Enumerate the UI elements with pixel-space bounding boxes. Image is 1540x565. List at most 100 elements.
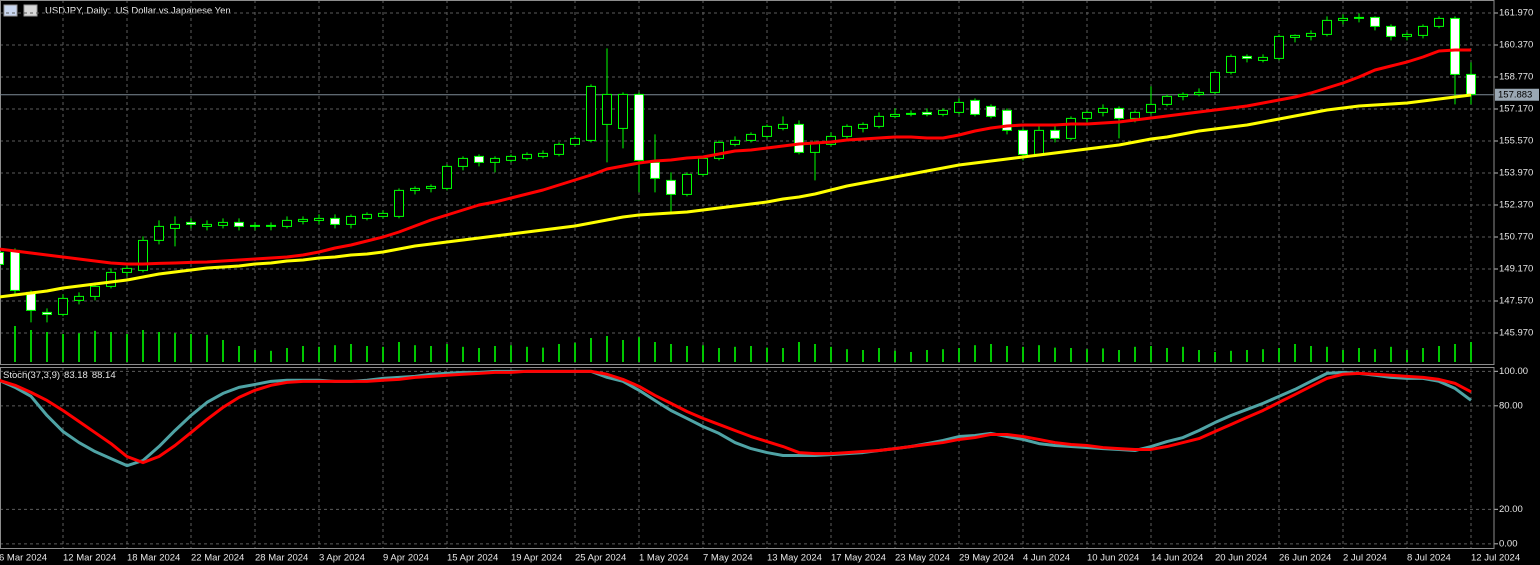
candle-body bbox=[538, 152, 548, 157]
y-tick-label: 158.770 bbox=[1499, 72, 1533, 83]
candle-body bbox=[1386, 25, 1396, 37]
candle-body bbox=[1162, 95, 1172, 105]
candle-body bbox=[330, 217, 340, 225]
candle-body bbox=[250, 224, 260, 227]
candle-body bbox=[490, 157, 500, 163]
candle-body bbox=[1130, 111, 1140, 119]
candle-body bbox=[506, 155, 516, 161]
candle-body bbox=[1114, 107, 1124, 119]
candle-body bbox=[362, 213, 372, 219]
candle-body bbox=[730, 139, 740, 145]
candle-body bbox=[0, 251, 4, 265]
x-tick-label: 14 Jun 2024 bbox=[1151, 553, 1203, 564]
indicator-label: Stoch(37,3,9) 83.18 88.14 bbox=[3, 370, 116, 381]
candle-body bbox=[794, 123, 804, 153]
candle-body bbox=[778, 123, 788, 129]
x-tick-label: 15 Apr 2024 bbox=[447, 553, 498, 564]
y-tick-label: 145.970 bbox=[1499, 328, 1533, 339]
candle-body bbox=[474, 155, 484, 163]
candle-body bbox=[346, 215, 356, 225]
panel-border bbox=[0, 0, 1495, 365]
y-tick-label: 20.00 bbox=[1499, 504, 1523, 515]
y-tick-label: 147.570 bbox=[1499, 296, 1533, 307]
x-tick-label: 4 Jun 2024 bbox=[1023, 553, 1070, 564]
candle-body bbox=[618, 93, 628, 129]
y-tick-label: 152.370 bbox=[1499, 200, 1533, 211]
x-tick-label: 3 Apr 2024 bbox=[319, 553, 365, 564]
x-tick-label: 29 May 2024 bbox=[959, 553, 1014, 564]
series-line bbox=[0, 48, 1471, 266]
candle-body bbox=[90, 285, 100, 297]
x-tick-label: 9 Apr 2024 bbox=[383, 553, 429, 564]
series-line bbox=[0, 93, 1472, 299]
candle-body bbox=[1306, 32, 1316, 37]
x-tick-label: 25 Apr 2024 bbox=[575, 553, 626, 564]
candle-body bbox=[26, 291, 36, 311]
candle-body bbox=[138, 239, 148, 271]
panel-border bbox=[0, 367, 1495, 549]
x-tick-label: 6 Mar 2024 bbox=[0, 553, 47, 564]
candle-body bbox=[714, 141, 724, 159]
candle-body bbox=[1402, 33, 1412, 37]
candle-body bbox=[58, 297, 68, 315]
candle-body bbox=[1354, 16, 1364, 19]
candle-body bbox=[1146, 103, 1156, 113]
candle-body bbox=[762, 125, 772, 137]
icon bbox=[23, 4, 38, 17]
candle-body bbox=[906, 112, 916, 115]
candle-body bbox=[858, 123, 868, 129]
candle-body bbox=[746, 133, 756, 141]
chart-title: USDJPY, Daily: US Dollar vs Japanese Yen bbox=[45, 6, 231, 17]
candle-body bbox=[650, 161, 660, 179]
candle-body bbox=[218, 221, 228, 226]
candle-body bbox=[10, 249, 20, 291]
title-icons bbox=[3, 4, 38, 17]
candle-body bbox=[1194, 91, 1204, 95]
candle-body bbox=[890, 113, 900, 117]
y-tick-label: 161.970 bbox=[1499, 8, 1533, 19]
candle-body bbox=[1338, 17, 1348, 21]
candle-body bbox=[1434, 17, 1444, 27]
candle-body bbox=[698, 157, 708, 175]
candle-body bbox=[426, 185, 436, 189]
candle-body bbox=[554, 143, 564, 155]
candle-body bbox=[522, 153, 532, 159]
candle-body bbox=[170, 223, 180, 229]
x-tick-label: 17 May 2024 bbox=[831, 553, 886, 564]
candle-body bbox=[1370, 16, 1380, 27]
candle-body bbox=[602, 93, 612, 125]
candle-body bbox=[682, 173, 692, 195]
candle-body bbox=[1034, 129, 1044, 155]
y-tick-label: 80.00 bbox=[1499, 400, 1523, 411]
candle-body bbox=[106, 271, 116, 287]
candle-body bbox=[1242, 55, 1252, 59]
x-tick-label: 1 May 2024 bbox=[639, 553, 689, 564]
candle-body bbox=[1210, 71, 1220, 93]
candle-body bbox=[1178, 93, 1188, 97]
x-tick-label: 23 May 2024 bbox=[895, 553, 950, 564]
candle-body bbox=[1274, 35, 1284, 59]
candle-body bbox=[1018, 129, 1028, 155]
candle-body bbox=[1002, 109, 1012, 131]
candle-body bbox=[122, 267, 132, 273]
y-tick-label: 150.770 bbox=[1499, 232, 1533, 243]
candle-body bbox=[442, 165, 452, 189]
x-tick-label: 22 Mar 2024 bbox=[191, 553, 244, 564]
candle-body bbox=[666, 179, 676, 195]
series-line bbox=[0, 369, 1472, 465]
x-tick-label: 12 Jul 2024 bbox=[1471, 553, 1520, 564]
candle-body bbox=[298, 218, 308, 222]
candle-body bbox=[1450, 17, 1460, 75]
candle-body bbox=[922, 111, 932, 115]
candle-body bbox=[634, 93, 644, 161]
y-tick-label: 160.370 bbox=[1499, 40, 1533, 51]
candle-body bbox=[1418, 25, 1428, 36]
candle-body bbox=[1466, 73, 1476, 95]
x-tick-label: 18 Mar 2024 bbox=[127, 553, 180, 564]
candle-body bbox=[186, 221, 196, 225]
price-marker-box bbox=[1495, 88, 1539, 101]
candle-body bbox=[42, 311, 52, 315]
